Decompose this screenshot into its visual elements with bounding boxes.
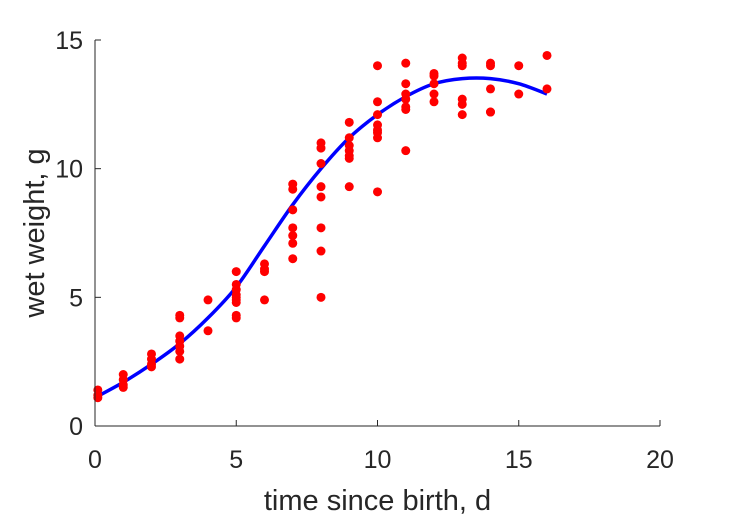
data-point (457, 99, 467, 109)
data-point (344, 153, 354, 163)
data-point (93, 393, 103, 403)
data-point (316, 143, 326, 153)
data-point (542, 84, 552, 94)
data-point (344, 117, 354, 127)
data-point (231, 313, 241, 323)
fit-curve (94, 76, 548, 400)
data-point (203, 295, 213, 305)
data-point (373, 61, 382, 71)
x-tick-label: 10 (364, 446, 392, 474)
y-tick-label: 15 (55, 27, 83, 55)
data-point (401, 58, 411, 68)
data-point (429, 89, 439, 99)
data-point (175, 346, 185, 356)
data-point (373, 133, 382, 143)
data-point (260, 295, 269, 305)
data-point (514, 61, 524, 71)
data-point (231, 297, 241, 307)
data-point (316, 192, 326, 202)
data-point (429, 79, 439, 89)
data-point (316, 246, 326, 256)
data-point (175, 354, 185, 364)
y-tick-label: 5 (69, 284, 83, 312)
y-axis-label: wet weight, g (19, 148, 51, 318)
data-point (316, 292, 326, 302)
data-point (288, 223, 298, 233)
data-point (316, 182, 326, 192)
data-point (260, 267, 269, 277)
data-point (316, 223, 326, 233)
data-point (344, 182, 354, 192)
plot-area (93, 50, 552, 403)
data-point (401, 104, 411, 114)
data-point (486, 107, 495, 117)
data-point (316, 159, 326, 169)
data-point (514, 89, 524, 99)
data-point (542, 50, 552, 60)
data-point (288, 184, 298, 194)
data-point (457, 110, 467, 120)
axes: 0 5 10 15 20 0 5 10 15 (55, 27, 674, 474)
data-point (373, 97, 382, 107)
x-tick-label: 20 (646, 446, 674, 474)
data-point (486, 61, 495, 71)
data-point (203, 326, 213, 336)
data-point (373, 187, 382, 197)
data-point (401, 146, 411, 156)
data-point (288, 205, 298, 215)
data-point (429, 71, 439, 81)
data-point (373, 110, 382, 120)
data-point (147, 362, 156, 372)
x-tick-label: 15 (505, 446, 533, 474)
data-point (401, 94, 411, 104)
data-point (457, 61, 467, 71)
data-point (288, 238, 298, 248)
data-point (486, 84, 495, 94)
data-point (429, 97, 439, 107)
data-point (231, 267, 241, 277)
data-point (288, 231, 298, 241)
data-point (175, 313, 185, 323)
data-point (118, 382, 128, 392)
data-point (344, 133, 354, 143)
x-axis-label: time since birth, d (264, 485, 491, 517)
data-point (288, 254, 298, 264)
x-tick-label: 5 (229, 446, 243, 474)
y-tick-label: 10 (55, 156, 83, 184)
data-point (401, 79, 411, 89)
y-tick-label: 0 (69, 413, 83, 441)
x-tick-label: 0 (88, 446, 102, 474)
